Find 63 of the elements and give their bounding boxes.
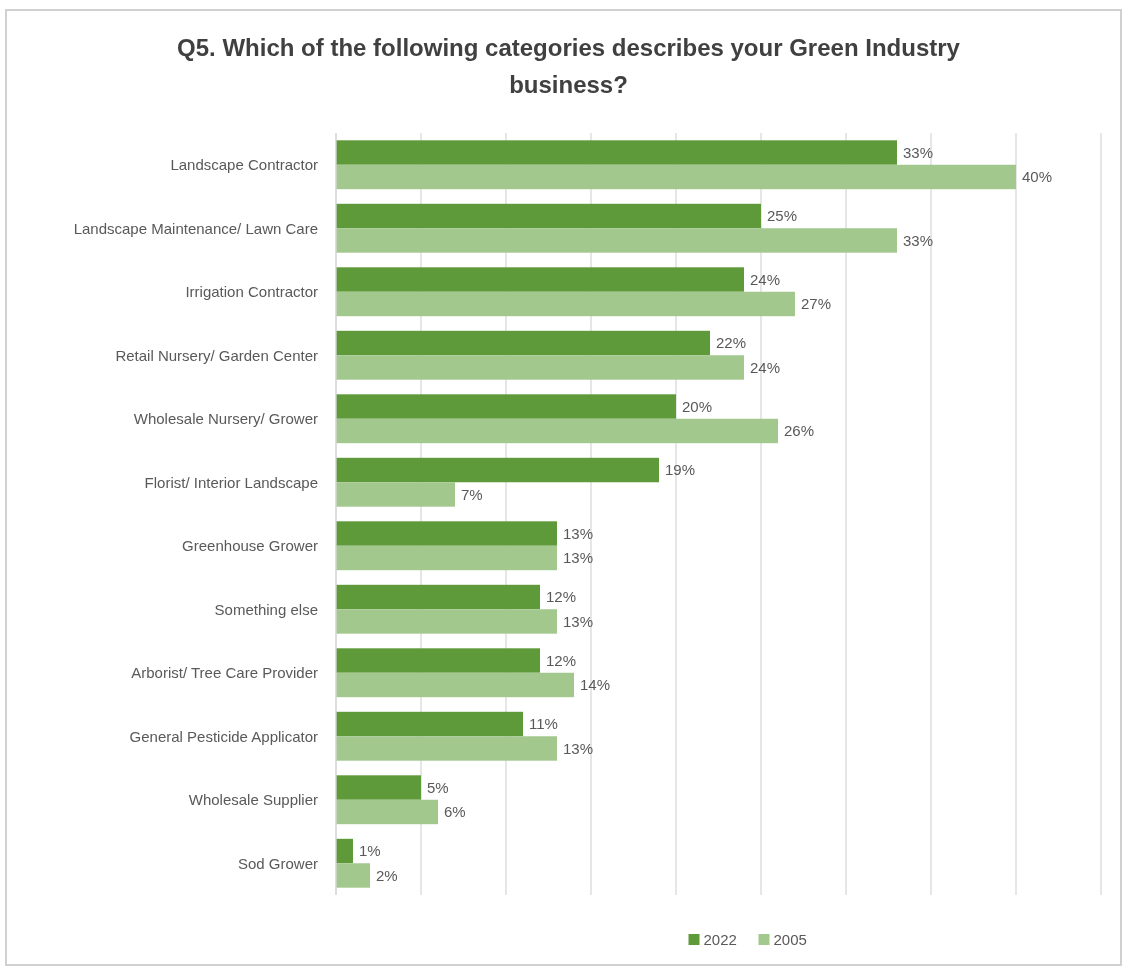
bar [336, 203, 761, 229]
data-label: 12% [546, 651, 577, 669]
data-label: 13% [563, 739, 594, 757]
data-label: 13% [563, 524, 594, 542]
data-label: 13% [563, 612, 594, 630]
data-label: 27% [801, 295, 832, 313]
data-label: 1% [359, 842, 381, 860]
data-label: 2% [376, 866, 398, 884]
bar [336, 521, 557, 546]
y-tick-label: Irrigation Contractor [185, 283, 318, 300]
legend-label: 2005 [773, 931, 807, 949]
data-label: 24% [750, 270, 781, 288]
bar [336, 394, 676, 419]
data-label: 33% [903, 231, 934, 249]
bar [336, 584, 540, 610]
bar [336, 330, 710, 356]
bar [336, 164, 1016, 190]
bar [336, 545, 557, 571]
data-label: 26% [784, 422, 815, 440]
chart-title: Q5. Which of the following categories describes your Green Industry business? [177, 34, 961, 98]
y-tick-label: Wholesale Supplier [188, 791, 318, 808]
bar [336, 863, 370, 888]
y-tick-label: Something else [214, 600, 318, 618]
data-label: 6% [444, 803, 466, 821]
bar [336, 355, 744, 380]
bar [336, 291, 795, 317]
data-label: 5% [427, 778, 449, 796]
bar [336, 267, 744, 292]
y-tick-label: Florist/ Interior Landscape [144, 473, 318, 491]
y-tick-label: Landscape Contractor [170, 156, 318, 173]
y-tick-label: Landscape Maintenance/ Lawn Care [73, 219, 318, 237]
bar [336, 609, 557, 634]
bar [336, 838, 353, 864]
bar [336, 418, 778, 444]
legend-label: 2022 [703, 931, 737, 949]
bar [336, 775, 421, 800]
y-tick-label: Arborist/ Tree Care Provider [131, 664, 318, 681]
data-label: 19% [665, 461, 696, 479]
y-tick-label: Wholesale Nursery/ Grower [133, 410, 318, 427]
bar [336, 457, 659, 483]
data-label: 25% [767, 207, 798, 225]
data-label: 7% [461, 485, 483, 503]
data-label: 20% [682, 397, 713, 415]
bar [336, 228, 897, 253]
y-tick-label: Greenhouse Grower [182, 537, 318, 554]
bar [336, 482, 455, 507]
bar [336, 711, 523, 737]
data-label: 14% [580, 676, 611, 694]
data-label: 24% [750, 358, 781, 376]
data-label: 40% [1022, 168, 1053, 186]
bar [336, 672, 574, 698]
data-label: 12% [546, 588, 577, 606]
data-label: 22% [716, 334, 747, 352]
bar [336, 140, 897, 165]
bar [336, 736, 557, 761]
y-tick-label: Sod Grower [237, 854, 318, 872]
bar [336, 799, 438, 825]
bar [336, 648, 540, 673]
data-label: 33% [903, 143, 934, 161]
data-label: 11% [529, 715, 558, 733]
data-label: 13% [563, 549, 594, 567]
y-tick-label: Retail Nursery/ Garden Center [115, 346, 318, 364]
y-tick-label: General Pesticide Applicator [129, 727, 318, 745]
